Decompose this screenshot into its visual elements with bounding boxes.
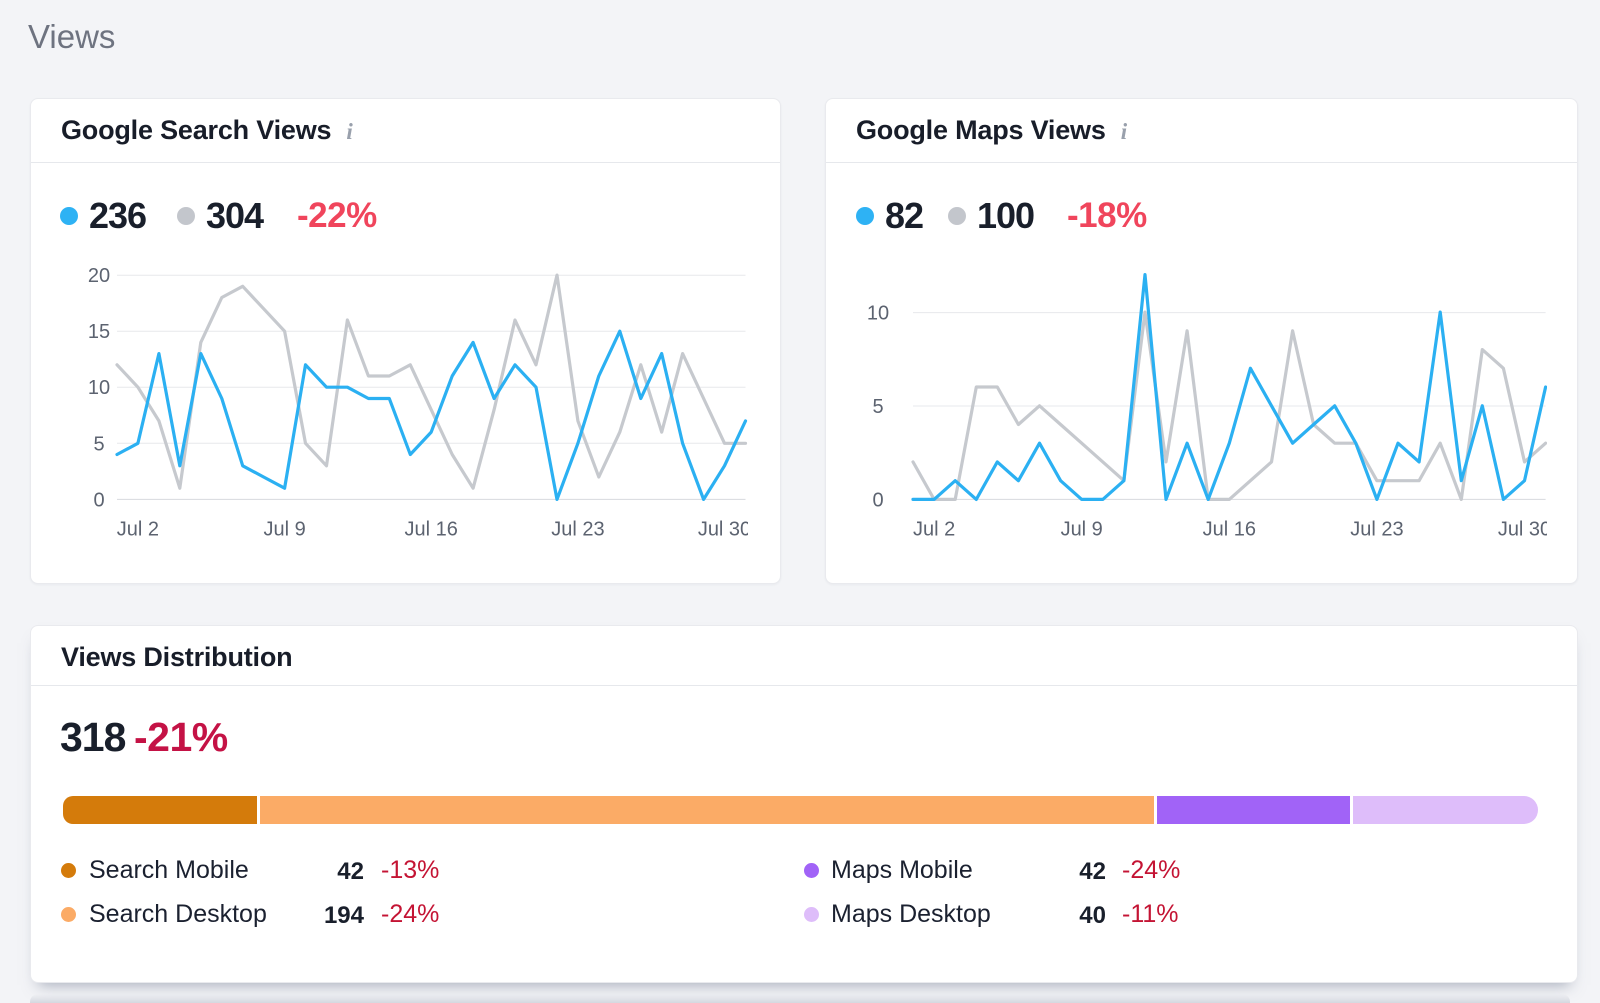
svg-text:15: 15: [88, 321, 110, 343]
svg-text:Jul 2: Jul 2: [117, 519, 159, 541]
svg-text:10: 10: [867, 303, 889, 325]
svg-text:5: 5: [93, 433, 104, 455]
svg-text:Jul 9: Jul 9: [263, 519, 305, 541]
svg-text:Jul 9: Jul 9: [1061, 519, 1103, 541]
svg-text:Jul 2: Jul 2: [913, 519, 955, 541]
svg-text:Jul 30: Jul 30: [1498, 519, 1547, 541]
svg-text:0: 0: [93, 489, 104, 511]
svg-text:Jul 16: Jul 16: [405, 519, 458, 541]
svg-text:5: 5: [872, 396, 883, 418]
svg-text:Jul 23: Jul 23: [551, 519, 604, 541]
svg-text:0: 0: [872, 489, 883, 511]
svg-text:Jul 30: Jul 30: [698, 519, 748, 541]
svg-text:10: 10: [88, 377, 110, 399]
svg-text:Jul 23: Jul 23: [1350, 519, 1403, 541]
svg-text:Jul 16: Jul 16: [1203, 519, 1256, 541]
svg-text:20: 20: [88, 265, 110, 287]
